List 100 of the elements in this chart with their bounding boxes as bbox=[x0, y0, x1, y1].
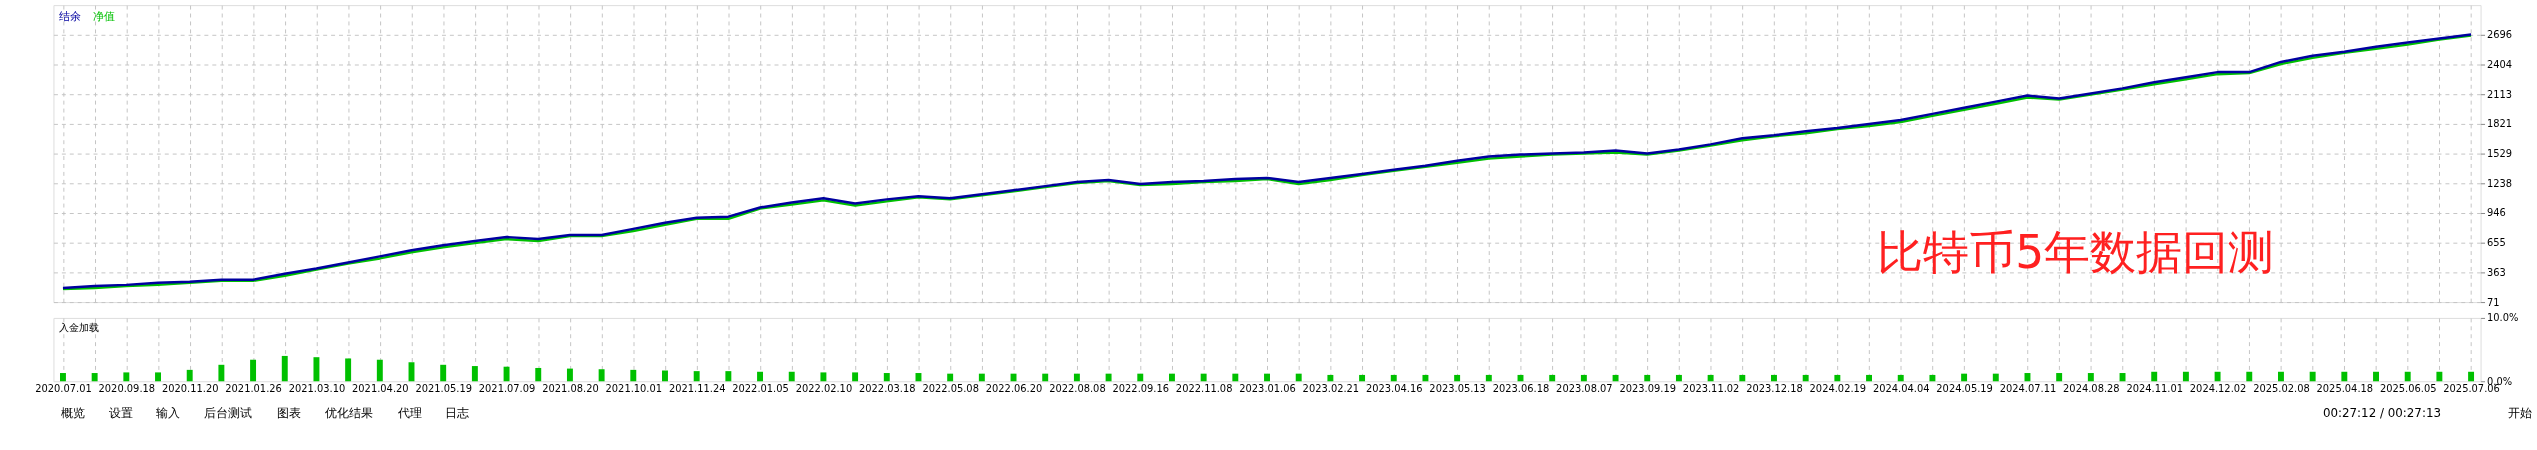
y-tick-label: 2696 bbox=[2487, 29, 2513, 41]
x-tick-label: 2023.06.18 bbox=[1492, 382, 1550, 394]
x-tick-label: 2024.04.04 bbox=[1872, 382, 1930, 394]
bar bbox=[2056, 373, 2063, 382]
bar bbox=[566, 368, 573, 382]
x-tick-label: 2024.08.28 bbox=[2063, 382, 2120, 394]
y-tick-label: 946 bbox=[2487, 207, 2506, 219]
bar bbox=[1929, 374, 1936, 382]
y-tick-label: 2404 bbox=[2487, 59, 2513, 71]
text: 概览 bbox=[61, 405, 86, 420]
bar bbox=[662, 370, 668, 382]
bar bbox=[123, 372, 130, 382]
bar bbox=[91, 373, 98, 382]
x-tick-label: 2020.07.01 bbox=[35, 382, 92, 394]
bar bbox=[1327, 374, 1334, 382]
bar bbox=[1200, 373, 1207, 382]
bar bbox=[1961, 373, 1968, 382]
bar bbox=[1105, 373, 1112, 382]
bar bbox=[376, 359, 383, 382]
x-tick-label: 2020.09.18 bbox=[98, 382, 156, 394]
bar bbox=[598, 369, 605, 382]
x-tick-label: 2021.01.26 bbox=[225, 382, 282, 394]
bar bbox=[440, 364, 447, 382]
text: 图表 bbox=[277, 405, 302, 420]
x-tick-label: 2024.12.02 bbox=[2189, 382, 2247, 394]
x-tick-label: 2024.07.11 bbox=[1999, 382, 2057, 394]
bar bbox=[281, 355, 288, 382]
bar bbox=[757, 371, 764, 382]
bar bbox=[2087, 373, 2094, 382]
bar bbox=[1802, 374, 1809, 382]
x-tick-label: 2023.01.06 bbox=[1239, 382, 1296, 394]
y-tick-label: 2113 bbox=[2487, 88, 2513, 100]
text: 00:27:12 / 00:27:13 bbox=[2322, 405, 2441, 420]
bar bbox=[59, 373, 66, 382]
text: 结余 bbox=[59, 9, 82, 23]
bar bbox=[186, 369, 193, 382]
x-tick-label: 2024.02.19 bbox=[1809, 382, 1867, 394]
bar bbox=[2436, 371, 2443, 382]
bar bbox=[250, 359, 257, 382]
y-tick-label: 71 bbox=[2487, 296, 2500, 308]
bar bbox=[2404, 371, 2411, 382]
chart-title: 入金加载 bbox=[59, 321, 100, 333]
bar bbox=[1771, 374, 1777, 382]
y-tick-label: 1821 bbox=[2487, 118, 2513, 130]
x-tick-label: 2023.11.02 bbox=[1682, 382, 1740, 394]
x-tick-label: 2022.06.20 bbox=[985, 382, 1043, 394]
y-tick-label: 10.0% bbox=[2487, 312, 2519, 324]
x-tick-label: 2023.04.16 bbox=[1365, 382, 1423, 394]
bar bbox=[2373, 371, 2379, 382]
x-tick-label: 2022.05.08 bbox=[922, 382, 979, 394]
bar bbox=[1042, 373, 1049, 382]
x-tick-label: 2023.12.18 bbox=[1746, 382, 1803, 394]
x-tick-label: 2022.03.18 bbox=[859, 382, 916, 394]
x-tick-label: 2020.11.20 bbox=[161, 382, 219, 394]
bar bbox=[1295, 373, 1302, 382]
bar bbox=[218, 364, 225, 382]
text: 输入 bbox=[156, 405, 181, 420]
y-tick-label: 655 bbox=[2487, 237, 2506, 249]
bar bbox=[1992, 373, 1999, 382]
bar bbox=[1390, 374, 1397, 382]
x-tick-label: 2023.02.21 bbox=[1302, 382, 1360, 394]
bar bbox=[2151, 371, 2158, 382]
bar bbox=[1454, 374, 1461, 382]
bar bbox=[1866, 374, 1873, 382]
bar bbox=[535, 367, 542, 382]
x-tick-label: 2022.02.10 bbox=[795, 382, 853, 394]
bar bbox=[725, 371, 732, 382]
bar bbox=[978, 373, 985, 382]
text: 设置 bbox=[108, 405, 133, 420]
bar bbox=[1137, 373, 1144, 382]
bar bbox=[883, 373, 890, 382]
x-tick-label: 2021.07.09 bbox=[478, 382, 536, 394]
y-tick-label: 1529 bbox=[2487, 148, 2513, 160]
bar bbox=[630, 369, 637, 382]
bar bbox=[1549, 374, 1556, 382]
bar bbox=[693, 371, 700, 382]
bar bbox=[2214, 371, 2221, 382]
x-tick-label: 2023.05.13 bbox=[1429, 382, 1486, 394]
bar bbox=[788, 371, 795, 382]
bar bbox=[1168, 373, 1175, 382]
x-tick-label: 2022.11.08 bbox=[1175, 382, 1233, 394]
bar bbox=[947, 373, 954, 382]
text: 日志 bbox=[445, 405, 470, 420]
bar bbox=[2309, 371, 2316, 382]
bar bbox=[1897, 374, 1904, 382]
x-tick-label: 2021.04.20 bbox=[352, 382, 409, 394]
bar bbox=[1422, 374, 1429, 382]
y-tick-label: 363 bbox=[2487, 266, 2506, 278]
x-tick-label: 2025.04.18 bbox=[2316, 382, 2374, 394]
bar bbox=[2468, 371, 2475, 382]
x-tick-label: 2024.05.19 bbox=[1936, 382, 1993, 394]
text: 开始 bbox=[2508, 405, 2533, 420]
bar bbox=[2182, 371, 2189, 382]
x-tick-label: 2023.08.07 bbox=[1556, 382, 1613, 394]
bar bbox=[1675, 374, 1682, 382]
x-tick-label: 2022.08.08 bbox=[1049, 382, 1106, 394]
y-tick-label: 1238 bbox=[2487, 177, 2513, 189]
x-tick-label: 2022.09.16 bbox=[1112, 382, 1170, 394]
x-tick-label: 2021.05.19 bbox=[415, 382, 472, 394]
bar bbox=[1707, 374, 1714, 382]
